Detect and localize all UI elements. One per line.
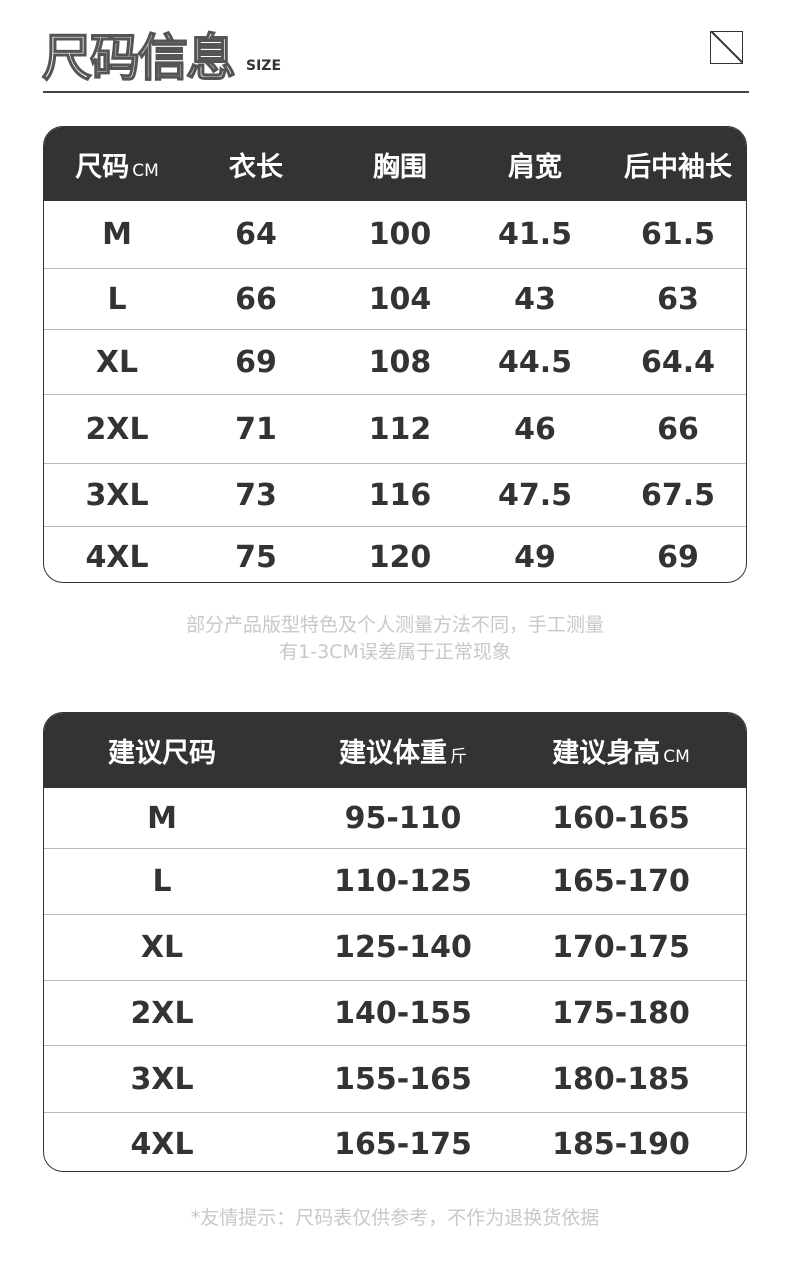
table-cell: 69 xyxy=(235,344,277,380)
table-cell: 125-140 xyxy=(334,930,472,965)
table-cell: 2XL xyxy=(130,995,194,1031)
table-row: M 64 100 41.5 61.5 xyxy=(44,201,746,268)
table-cell: 95-110 xyxy=(344,800,462,836)
table-row: 3XL 73 116 47.5 67.5 xyxy=(44,463,746,526)
table-cell: 120 xyxy=(368,539,432,575)
table-cell: M xyxy=(147,800,177,836)
column-header: 尺码 CM xyxy=(75,145,159,184)
table-row: L 66 104 43 63 xyxy=(44,268,746,329)
table-cell: XL xyxy=(95,344,139,380)
table-cell: XL xyxy=(140,930,184,965)
table-cell: 3XL xyxy=(130,1061,194,1097)
table-row: XL 125-140 170-175 xyxy=(44,914,746,980)
table-cell: 104 xyxy=(368,281,432,317)
table-cell: 41.5 xyxy=(497,217,573,252)
table-cell: 165-170 xyxy=(552,864,690,899)
table-cell: 108 xyxy=(368,344,432,380)
table-cell: 4XL xyxy=(130,1127,194,1162)
measure-note: 部分产品版型特色及个人测量方法不同，手工测量 有1-3CM误差属于正常现象 xyxy=(0,612,790,666)
table-cell: 49 xyxy=(514,539,556,575)
table-row: 4XL 165-175 185-190 xyxy=(44,1112,746,1171)
column-header-unit: 斤 xyxy=(450,747,467,767)
table-cell: 46 xyxy=(514,411,556,447)
corner-box-icon xyxy=(710,31,743,64)
table-row: XL 69 108 44.5 64.4 xyxy=(44,329,746,394)
table-cell: L xyxy=(152,864,172,899)
recommend-table: 建议尺码 建议体重斤 建议身高 CM M 95-110 160-165 L 110-125 16… xyxy=(43,712,747,1172)
column-header-label: 建议身高 xyxy=(552,738,661,769)
column-header-label: 肩宽 xyxy=(508,151,562,183)
table-cell: 155-165 xyxy=(334,1061,472,1097)
column-header: 建议体重斤 xyxy=(339,731,467,770)
table-cell: 44.5 xyxy=(497,344,573,380)
column-header-label: 尺码 xyxy=(75,151,130,183)
table-cell: 47.5 xyxy=(497,477,573,513)
table-cell: 63 xyxy=(657,281,699,317)
page-subtitle: SIZE xyxy=(246,58,282,74)
table-row: 4XL 75 120 49 69 xyxy=(44,526,746,582)
column-header: 建议尺码 xyxy=(108,731,216,770)
table-cell: 75 xyxy=(235,539,277,575)
table-cell: 110-125 xyxy=(334,864,472,899)
size-table: 尺码 CM 衣长 胸围 肩宽 后中袖长 M 64 100 41.5 61.5 L 66 104 43 63 X… xyxy=(43,126,747,583)
table-cell: 73 xyxy=(235,477,277,513)
footer-note: *友情提示：尺码表仅供参考，不作为退换货依据 xyxy=(190,1207,600,1229)
table-cell: 170-175 xyxy=(552,930,690,965)
size-table-header: 尺码 CM 衣长 胸围 肩宽 后中袖长 xyxy=(44,127,746,201)
recommend-table-header: 建议尺码 建议体重斤 建议身高 CM xyxy=(44,713,746,788)
table-row: L 110-125 165-170 xyxy=(44,848,746,914)
column-header-label: 衣长 xyxy=(229,151,283,183)
column-header-unit: CM xyxy=(132,160,159,181)
measure-note-line2: 有1-3CM误差属于正常现象 xyxy=(279,641,511,663)
table-cell: 116 xyxy=(368,477,432,513)
measure-note-line1: 部分产品版型特色及个人测量方法不同，手工测量 xyxy=(185,614,604,636)
column-header-label: 胸围 xyxy=(373,151,427,183)
table-cell: 61.5 xyxy=(640,217,716,252)
table-cell: 64.4 xyxy=(640,344,716,380)
table-cell: 160-165 xyxy=(552,800,690,836)
table-cell: 185-190 xyxy=(552,1127,690,1162)
table-cell: 66 xyxy=(657,411,699,447)
table-cell: M xyxy=(102,217,132,252)
table-cell: 175-180 xyxy=(552,995,690,1031)
column-header: 胸围 xyxy=(373,145,427,184)
column-header-unit: CM xyxy=(663,747,690,767)
table-row: M 95-110 160-165 xyxy=(44,788,746,848)
column-header-label: 后中袖长 xyxy=(624,151,732,183)
table-cell: L xyxy=(107,281,127,317)
table-cell: 64 xyxy=(235,217,277,252)
column-header-label: 建议尺码 xyxy=(108,738,216,769)
column-header-label: 建议体重 xyxy=(339,738,447,769)
page-title: 尺码信息 xyxy=(41,28,237,88)
table-cell: 2XL xyxy=(85,411,149,447)
table-cell: 100 xyxy=(368,217,432,252)
column-header: 肩宽 xyxy=(508,145,562,184)
table-row: 2XL 71 112 46 66 xyxy=(44,394,746,463)
table-cell: 4XL xyxy=(85,539,149,575)
table-cell: 71 xyxy=(235,411,277,447)
table-cell: 140-155 xyxy=(334,995,472,1031)
table-cell: 180-185 xyxy=(552,1061,690,1097)
table-cell: 67.5 xyxy=(640,477,716,513)
table-cell: 3XL xyxy=(85,477,149,513)
table-row: 2XL 140-155 175-180 xyxy=(44,980,746,1045)
table-cell: 66 xyxy=(235,281,277,317)
table-cell: 43 xyxy=(514,281,556,317)
column-header: 后中袖长 xyxy=(624,145,732,184)
table-cell: 165-175 xyxy=(334,1127,472,1162)
table-cell: 112 xyxy=(368,411,432,447)
table-cell: 69 xyxy=(657,539,699,575)
table-row: 3XL 155-165 180-185 xyxy=(44,1045,746,1112)
column-header: 衣长 xyxy=(229,145,283,184)
column-header: 建议身高 CM xyxy=(552,731,690,770)
divider xyxy=(43,91,749,93)
